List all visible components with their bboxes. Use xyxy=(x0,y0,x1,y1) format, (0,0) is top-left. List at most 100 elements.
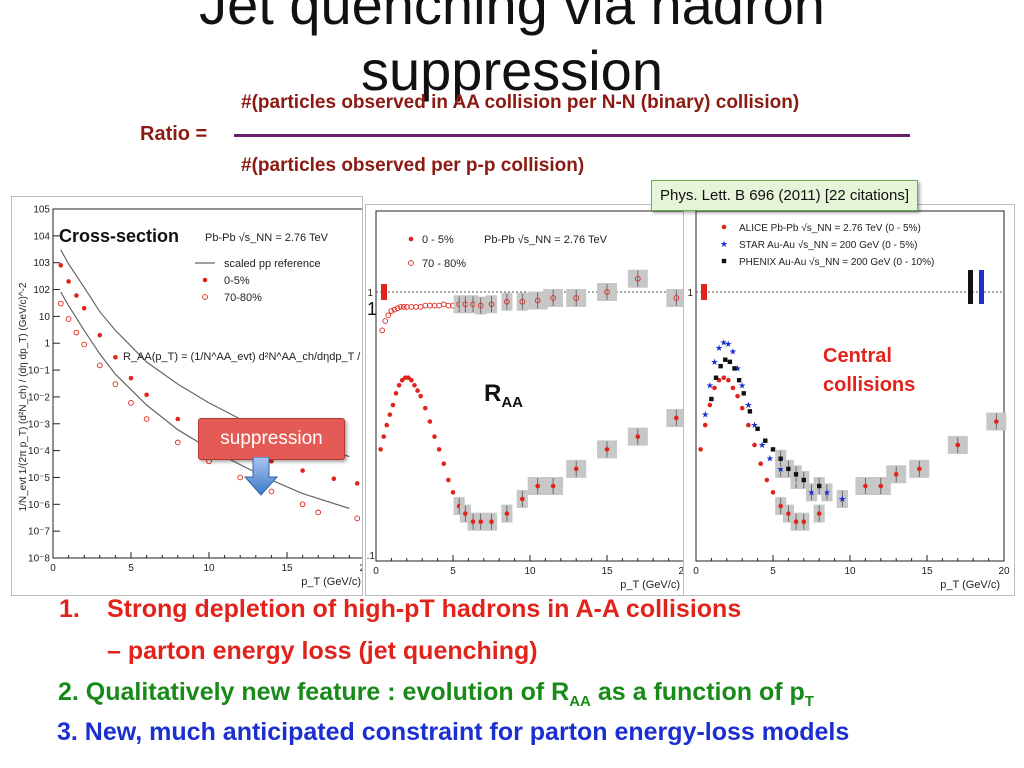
data-point xyxy=(863,483,868,489)
data-point xyxy=(477,302,484,309)
legend-swatch xyxy=(202,294,208,300)
data-point xyxy=(634,275,641,282)
x-tick-label: 20 xyxy=(359,563,362,574)
x-tick-label: 0 xyxy=(693,566,699,577)
data-point xyxy=(713,375,719,380)
reference-curve xyxy=(60,291,350,510)
x-tick-label: 15 xyxy=(601,566,613,577)
x-tick-label: 10 xyxy=(203,563,215,574)
data-point xyxy=(381,434,386,439)
data-point xyxy=(378,447,383,452)
legend-swatch: ★ xyxy=(720,239,728,249)
data-point xyxy=(66,279,71,284)
data-point xyxy=(300,468,305,473)
data-point xyxy=(746,422,751,428)
data-point xyxy=(385,312,392,319)
ratio-denominator: #(particles observed per p-p collision) xyxy=(241,155,585,176)
data-point: ★ xyxy=(766,454,774,464)
data-point xyxy=(778,503,783,509)
data-point xyxy=(730,385,736,391)
data-point xyxy=(917,466,922,472)
y-tick-label: 10⁻8 xyxy=(28,554,50,565)
data-point xyxy=(431,302,438,309)
data-point xyxy=(409,377,414,383)
system-label: Pb-Pb √s_NN = 2.76 TeV xyxy=(205,232,329,244)
data-point xyxy=(747,409,753,414)
legend-swatch xyxy=(721,224,727,230)
data-point xyxy=(299,501,306,508)
data-point xyxy=(721,375,727,381)
data-point xyxy=(735,393,740,399)
data-point xyxy=(81,341,88,348)
data-point: ★ xyxy=(706,380,714,390)
data-point xyxy=(427,419,433,424)
norm-uncertainty-box xyxy=(701,283,707,300)
data-point xyxy=(388,308,395,314)
x-tick-label: 5 xyxy=(128,563,134,574)
data-point xyxy=(755,426,760,432)
data-point xyxy=(432,434,437,439)
system-label: Pb-Pb √s_NN = 2.76 TeV xyxy=(484,234,608,246)
down-arrow-icon xyxy=(244,457,278,496)
data-point xyxy=(174,439,181,446)
data-point xyxy=(816,511,822,516)
legend-entry: STAR Au-Au √s_NN = 200 GeV (0 - 5%) xyxy=(739,239,917,251)
data-point xyxy=(387,412,393,417)
data-point xyxy=(96,362,103,369)
data-point xyxy=(504,511,510,516)
data-point xyxy=(702,422,708,428)
data-point xyxy=(81,306,87,311)
data-point xyxy=(315,509,322,516)
data-point xyxy=(758,461,763,466)
data-point xyxy=(955,442,961,448)
data-point xyxy=(446,477,451,483)
y-tick-label: 10⁻5 xyxy=(28,473,50,484)
unity-label: 1 xyxy=(367,299,378,319)
y-tick-label: 102 xyxy=(33,285,50,296)
x-tick-label: 20 xyxy=(998,566,1010,577)
data-point xyxy=(604,289,610,295)
data-point xyxy=(237,474,244,481)
legend-swatch xyxy=(408,260,414,266)
data-point: ★ xyxy=(720,337,728,347)
data-point xyxy=(763,438,768,443)
y-tick-label: 10⁻2 xyxy=(28,392,50,403)
data-point xyxy=(550,295,556,301)
data-point xyxy=(550,483,556,489)
data-point xyxy=(379,327,386,334)
x-tick-label: 15 xyxy=(281,563,293,574)
bullet-3: 3. New, much anticipated constraint for … xyxy=(57,718,850,746)
legend-entry: PHENIX Au-Au √s_NN = 200 GeV (0 - 10%) xyxy=(739,256,934,268)
data-point: ★ xyxy=(710,357,718,367)
x-tick-label: 0 xyxy=(373,566,379,577)
x-tick-label: 10 xyxy=(524,566,536,577)
data-point: ★ xyxy=(823,487,831,497)
data-point xyxy=(878,483,884,489)
data-point xyxy=(399,377,405,383)
slide-title: Jet quenching via hadron suppression xyxy=(0,0,1024,104)
data-point xyxy=(793,519,799,524)
data-point xyxy=(463,511,468,516)
data-point xyxy=(478,519,484,524)
data-point xyxy=(718,363,723,369)
data-point xyxy=(520,496,525,502)
y-tick-label: 10⁻4 xyxy=(28,446,50,457)
data-point xyxy=(408,304,415,310)
y-tick-label: 10⁻1 xyxy=(28,366,50,377)
data-point xyxy=(73,329,80,336)
data-point xyxy=(436,447,442,452)
data-point xyxy=(390,402,396,408)
data-point: ★ xyxy=(838,494,846,504)
data-point xyxy=(415,388,420,393)
data-point xyxy=(112,381,119,387)
x-tick-label: 15 xyxy=(921,566,933,577)
data-point xyxy=(422,405,428,411)
data-point xyxy=(175,416,181,422)
ratio-fraction-bar xyxy=(234,134,910,137)
data-point xyxy=(74,293,79,298)
data-point xyxy=(994,419,999,424)
data-point xyxy=(397,304,404,310)
legend-entry: ALICE Pb-Pb √s_NN = 2.76 TeV (0 - 5%) xyxy=(739,222,921,234)
